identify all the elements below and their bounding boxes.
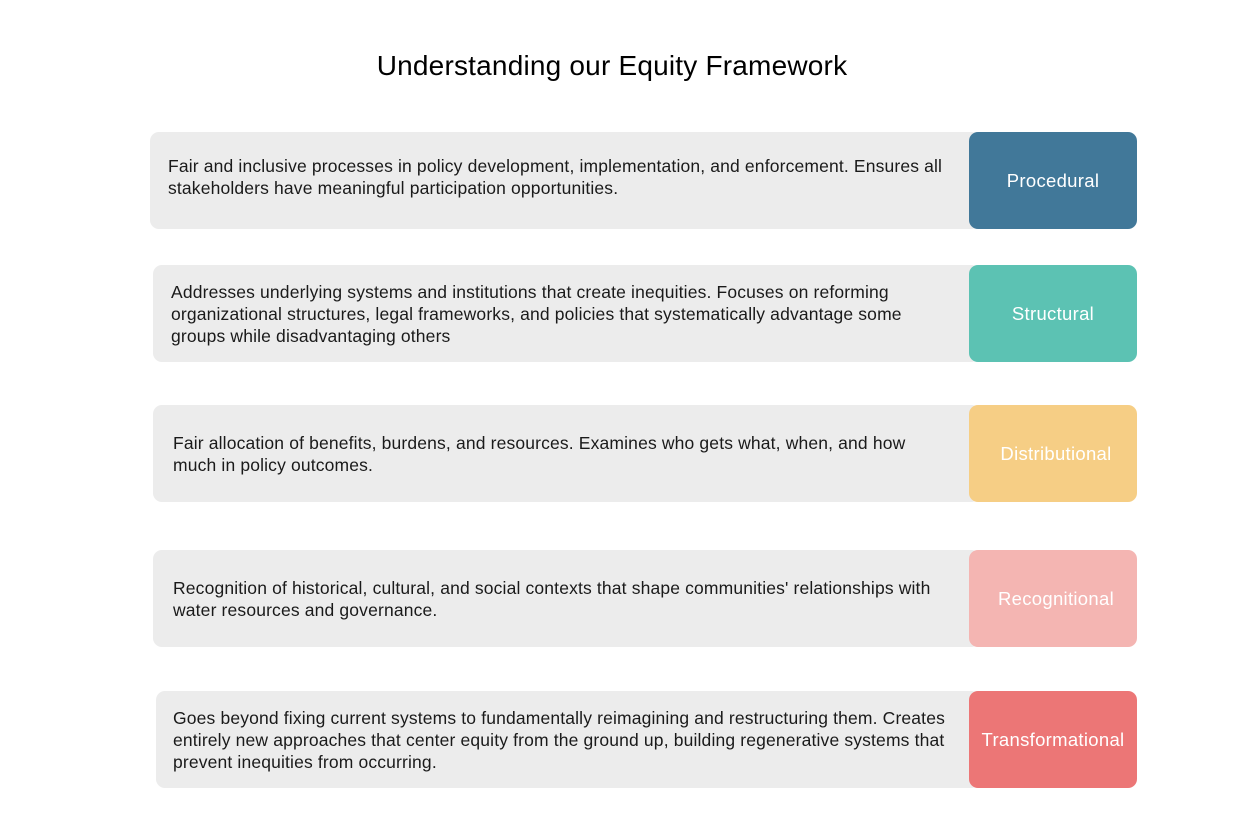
framework-row-structural: Addresses underlying systems and institu… [153,265,1138,362]
description-text: Goes beyond fixing current systems to fu… [173,707,945,772]
description-text: Recognition of historical, cultural, and… [173,577,931,620]
description-text: Fair and inclusive processes in policy d… [168,155,943,198]
category-label-transformational: Transformational [969,691,1137,788]
category-label-recognitional: Recognitional [969,550,1137,647]
description-box: Addresses underlying systems and institu… [153,265,980,362]
page-title: Understanding our Equity Framework [376,50,848,81]
framework-row-recognitional: Recognition of historical, cultural, and… [153,550,1138,647]
description-box: Goes beyond fixing current systems to fu… [156,691,980,788]
framework-row-procedural: Fair and inclusive processes in policy d… [150,132,1138,229]
framework-row-distributional: Fair allocation of benefits, burdens, an… [153,405,1138,502]
description-box: Fair and inclusive processes in policy d… [150,132,980,229]
description-box: Fair allocation of benefits, burdens, an… [153,405,980,502]
category-label-procedural: Procedural [969,132,1137,229]
framework-row-transformational: Goes beyond fixing current systems to fu… [156,691,1138,788]
category-label-distributional: Distributional [969,405,1137,502]
description-text: Fair allocation of benefits, burdens, an… [173,432,906,475]
category-label-structural: Structural [969,265,1137,362]
description-text: Addresses underlying systems and institu… [171,281,902,346]
description-box: Recognition of historical, cultural, and… [153,550,980,647]
